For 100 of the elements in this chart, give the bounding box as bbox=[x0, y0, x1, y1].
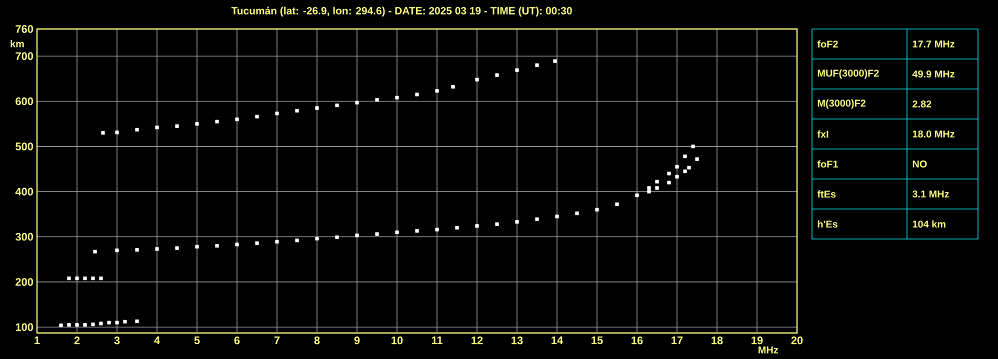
point bbox=[395, 96, 399, 100]
point bbox=[435, 89, 439, 93]
point bbox=[495, 222, 499, 226]
y-tick-label: 300 bbox=[15, 232, 34, 241]
point bbox=[83, 276, 87, 280]
text: fxI bbox=[817, 130, 828, 138]
y-tick-label: 200 bbox=[16, 278, 34, 286]
text: 3.1 MHz bbox=[912, 190, 949, 198]
point bbox=[335, 235, 339, 240]
x-tick-label: 7 bbox=[274, 336, 280, 344]
point bbox=[455, 226, 459, 230]
point bbox=[91, 322, 95, 326]
point bbox=[691, 144, 695, 148]
text: 2.82 bbox=[912, 100, 932, 108]
point bbox=[255, 114, 259, 118]
text: 17.7 MHz bbox=[912, 40, 954, 48]
point bbox=[135, 319, 139, 324]
point bbox=[99, 322, 103, 326]
point bbox=[175, 246, 179, 250]
y-tick-label: 100 bbox=[16, 323, 34, 332]
point bbox=[647, 186, 651, 190]
point bbox=[415, 229, 419, 233]
point bbox=[75, 323, 79, 327]
point bbox=[59, 324, 63, 328]
point bbox=[647, 190, 651, 194]
point bbox=[315, 236, 319, 240]
point bbox=[115, 248, 119, 252]
point bbox=[515, 220, 519, 224]
point bbox=[195, 122, 199, 126]
point bbox=[683, 169, 687, 174]
text: 104 km bbox=[912, 220, 946, 228]
point bbox=[675, 164, 679, 169]
x-tick-label: 11 bbox=[432, 336, 442, 344]
point bbox=[75, 276, 79, 280]
point bbox=[675, 174, 679, 179]
text: ftEs bbox=[817, 190, 836, 198]
point bbox=[215, 120, 219, 124]
point bbox=[695, 157, 699, 161]
y-tick-label: 400 bbox=[15, 188, 34, 196]
text: 18.0 MHz bbox=[912, 130, 954, 138]
point bbox=[175, 124, 179, 128]
point bbox=[515, 68, 519, 72]
point bbox=[667, 172, 671, 176]
point bbox=[295, 238, 299, 242]
x-tick-label: 19 bbox=[752, 336, 763, 344]
x-tick-label: 15 bbox=[592, 336, 603, 344]
x-tick-label: 1 bbox=[34, 336, 40, 344]
point bbox=[155, 126, 159, 130]
point bbox=[99, 276, 103, 280]
point bbox=[335, 104, 339, 108]
x-tick-label: 5 bbox=[194, 336, 200, 344]
point bbox=[575, 211, 579, 216]
point bbox=[435, 228, 439, 232]
point bbox=[375, 98, 379, 102]
point bbox=[495, 73, 499, 77]
point bbox=[315, 106, 319, 110]
x-tick-label: 6 bbox=[234, 336, 240, 344]
point bbox=[115, 130, 119, 134]
point bbox=[67, 276, 71, 280]
point bbox=[115, 320, 119, 324]
x-tick-label: 12 bbox=[472, 336, 483, 344]
text: 49.9 MHz bbox=[912, 70, 954, 78]
point bbox=[155, 247, 159, 251]
text: NO bbox=[912, 160, 927, 168]
text: foF1 bbox=[817, 160, 838, 168]
y-tick-label: 760 bbox=[16, 25, 34, 33]
x-tick-label: 18 bbox=[712, 336, 723, 344]
point bbox=[451, 85, 455, 89]
point bbox=[235, 242, 239, 246]
point bbox=[135, 248, 139, 252]
text: MUF(3000)F2 bbox=[818, 69, 879, 79]
point bbox=[67, 323, 71, 327]
x-axis-title: MHz bbox=[758, 346, 778, 354]
point bbox=[535, 63, 539, 67]
point bbox=[275, 240, 279, 244]
point bbox=[235, 118, 239, 122]
point bbox=[595, 208, 599, 212]
point bbox=[415, 92, 419, 96]
point bbox=[123, 320, 127, 324]
x-tick-label: 14 bbox=[552, 336, 564, 344]
point bbox=[93, 250, 97, 254]
x-tick-label: 4 bbox=[154, 336, 160, 344]
x-tick-label: 3 bbox=[114, 336, 120, 344]
point bbox=[255, 241, 259, 245]
point bbox=[687, 166, 691, 170]
point bbox=[553, 59, 557, 63]
point bbox=[635, 193, 639, 198]
point bbox=[91, 276, 95, 280]
point bbox=[275, 112, 279, 116]
text: h'Es bbox=[818, 220, 838, 228]
y-axis-title: km bbox=[10, 40, 24, 48]
point bbox=[535, 217, 539, 221]
point bbox=[355, 100, 359, 104]
chart-title: Tucumán (lat: -26.9, lon: 294.6) - DATE: 2025 03 19 - TIME (UT): 00:30 bbox=[231, 6, 572, 16]
point bbox=[135, 128, 139, 132]
point bbox=[83, 323, 87, 327]
point bbox=[355, 234, 359, 238]
point bbox=[683, 154, 687, 158]
x-tick-label: 17 bbox=[672, 336, 683, 344]
point bbox=[475, 78, 479, 82]
